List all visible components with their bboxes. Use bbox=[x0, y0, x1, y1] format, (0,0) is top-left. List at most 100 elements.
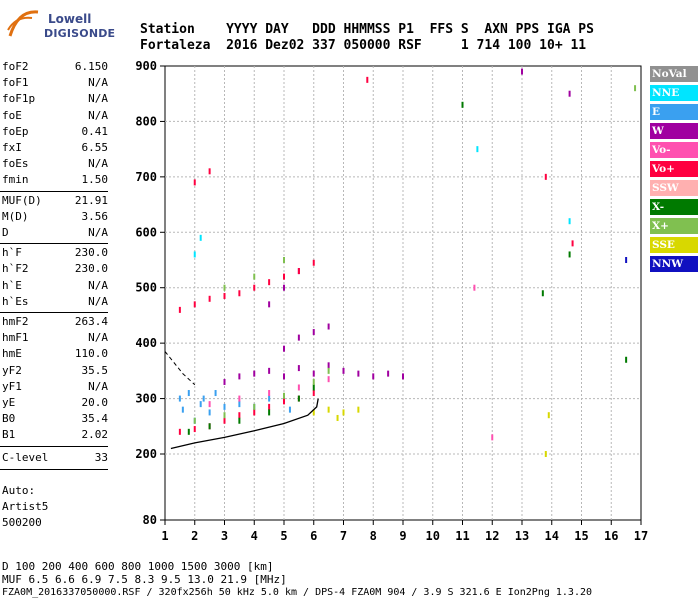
legend-item-e: E bbox=[650, 104, 698, 120]
x-tick-label: 2 bbox=[191, 529, 198, 543]
profile-curve-dashed bbox=[164, 351, 196, 386]
param-hmf2: hmF2 263.4 bbox=[2, 315, 108, 331]
data-point-vo bbox=[571, 240, 574, 247]
param-b1: B1 2.02 bbox=[2, 428, 108, 444]
param-foe: foE N/A bbox=[2, 109, 108, 125]
data-point-nne bbox=[199, 234, 202, 241]
param-name: yF2 bbox=[2, 363, 22, 377]
param-name: D bbox=[2, 226, 9, 239]
data-point-w bbox=[283, 284, 285, 291]
panel-separator bbox=[0, 468, 108, 470]
header-line2: Fortaleza 2016 Dez02 337 050000 RSF 1 71… bbox=[140, 38, 587, 53]
y-tick-label: 80 bbox=[143, 513, 157, 527]
data-point-sse bbox=[312, 409, 315, 416]
x-tick-label: 4 bbox=[251, 529, 258, 543]
param-name: hmE bbox=[2, 347, 22, 361]
data-point-vo bbox=[223, 293, 226, 300]
param-name: h`F bbox=[2, 246, 22, 260]
data-point-e bbox=[178, 395, 181, 402]
data-point-x bbox=[208, 423, 211, 430]
param-md: M(D) 3.56 bbox=[2, 210, 108, 226]
data-point-w bbox=[223, 378, 226, 385]
param-value: 35.4 bbox=[81, 412, 109, 426]
data-point-vo bbox=[297, 268, 300, 275]
param-value: 263.4 bbox=[74, 315, 108, 328]
data-point-x bbox=[297, 395, 300, 402]
param-value: N/A bbox=[88, 92, 108, 106]
param-name: B1 bbox=[2, 428, 16, 442]
param-value: N/A bbox=[88, 108, 108, 122]
param-name: M(D) bbox=[2, 209, 29, 223]
data-point-vo bbox=[283, 398, 285, 405]
param-name: MUF(D) bbox=[2, 193, 42, 207]
digisonde-logo: Lowell DIGISONDE bbox=[4, 6, 124, 46]
param-name: foEs bbox=[2, 157, 29, 171]
data-point-x bbox=[568, 251, 571, 258]
x-tick-label: 3 bbox=[221, 529, 228, 543]
data-point-vo bbox=[238, 395, 241, 402]
data-point-vo bbox=[238, 412, 241, 419]
x-tick-label: 6 bbox=[310, 529, 317, 543]
data-point-vo bbox=[312, 390, 315, 397]
footer-file-info: FZA0M_2016337050000.RSF / 320fx256h 50 k… bbox=[2, 587, 593, 598]
param-name: fmin bbox=[2, 173, 29, 187]
data-point-x bbox=[461, 101, 464, 108]
param-name: h`Es bbox=[2, 294, 29, 308]
y-tick-label: 400 bbox=[135, 336, 157, 350]
data-point-e bbox=[199, 401, 202, 408]
param-he: h`E N/A bbox=[2, 279, 108, 295]
data-point-w bbox=[238, 373, 241, 380]
data-point-x bbox=[327, 367, 330, 374]
data-point-nne bbox=[193, 251, 196, 258]
data-point-x bbox=[283, 392, 285, 399]
param-fmin: fmin 1.50 bbox=[2, 173, 108, 189]
data-point-w bbox=[283, 345, 285, 352]
data-point-vo bbox=[312, 259, 315, 266]
data-point-e bbox=[202, 395, 205, 402]
param-hf2: h`F2 230.0 bbox=[2, 262, 108, 278]
param-value: 33 bbox=[94, 450, 108, 464]
data-point-vo bbox=[253, 409, 256, 416]
x-tick-label: 11 bbox=[455, 529, 469, 543]
legend-item-noval: NoVal bbox=[650, 66, 698, 82]
data-point-x bbox=[187, 428, 190, 435]
data-point-sse bbox=[327, 406, 330, 413]
param-yf1: yF1 N/A bbox=[2, 380, 108, 396]
param-name: foE bbox=[2, 108, 22, 122]
y-tick-label: 300 bbox=[135, 392, 157, 406]
panel-separator bbox=[0, 445, 108, 447]
data-point-w bbox=[568, 90, 571, 97]
param-value: 2.02 bbox=[81, 428, 109, 442]
data-point-e bbox=[187, 390, 190, 397]
legend-item-nne: NNE bbox=[650, 85, 698, 101]
param-value: 3.56 bbox=[81, 209, 109, 223]
data-point-e bbox=[238, 401, 241, 408]
data-point-x bbox=[223, 412, 226, 419]
param-value: N/A bbox=[88, 226, 108, 239]
data-point-vo bbox=[223, 417, 226, 424]
x-tick-label: 1 bbox=[161, 529, 168, 543]
param-fof1p: foF1p N/A bbox=[2, 92, 108, 108]
param-d: D N/A bbox=[2, 226, 108, 242]
x-tick-label: 17 bbox=[634, 529, 648, 543]
data-point-vo bbox=[366, 76, 369, 83]
data-point-e bbox=[208, 409, 211, 416]
legend-item-vo-: Vo- bbox=[650, 142, 698, 158]
param-value: 0.41 bbox=[81, 124, 109, 138]
data-point-x bbox=[253, 273, 256, 280]
data-point-x bbox=[312, 384, 315, 391]
data-point-nne bbox=[476, 146, 479, 153]
data-point-vo bbox=[193, 179, 196, 186]
param-hf: h`F 230.0 bbox=[2, 246, 108, 262]
data-point-x bbox=[283, 257, 285, 263]
param-value: N/A bbox=[88, 157, 108, 171]
data-point-vo bbox=[491, 434, 494, 441]
data-point-w bbox=[297, 365, 300, 372]
legend-item-sse: SSE bbox=[650, 237, 698, 253]
param-mufd: MUF(D) 21.91 bbox=[2, 194, 108, 210]
param-value: 230.0 bbox=[74, 246, 108, 260]
data-point-nnw bbox=[625, 257, 628, 263]
param-clevel: C-level 33 bbox=[2, 451, 108, 467]
profile-curve bbox=[170, 398, 319, 450]
data-point-w bbox=[327, 323, 330, 330]
